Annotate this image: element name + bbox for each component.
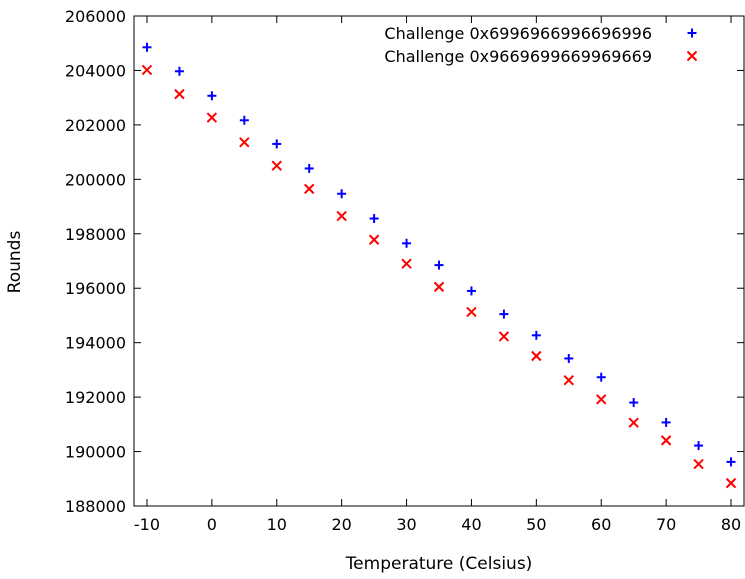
data-point-series-1 [402, 238, 412, 248]
data-points [141, 42, 737, 489]
data-point-series-1 [629, 398, 639, 408]
data-point-series-2 [498, 331, 510, 342]
x-tick-label: 60 [591, 515, 611, 534]
y-tick-label: 188000 [65, 497, 126, 516]
data-point-series-1 [304, 163, 314, 173]
data-point-series-2 [531, 350, 542, 362]
x-tick-label: 10 [267, 515, 287, 534]
data-point-series-1 [564, 353, 574, 363]
data-point-series-1 [369, 214, 379, 224]
data-point-series-2 [628, 417, 639, 428]
x-axis: -10 0 10 20 30 40 50 60 70 80 [134, 16, 741, 534]
y-tick-label: 206000 [65, 7, 126, 26]
y-tick-label: 200000 [65, 170, 126, 189]
data-point-series-1 [207, 91, 217, 101]
data-point-series-2 [693, 458, 704, 470]
data-point-series-1 [596, 372, 606, 382]
plot-frame [133, 15, 745, 507]
legend-marker-series-1 [687, 28, 697, 38]
data-point-series-1 [726, 457, 736, 467]
data-point-series-2 [304, 183, 315, 195]
y-tick-label: 194000 [65, 334, 126, 353]
y-axis-label: Rounds [5, 231, 25, 294]
data-point-series-2 [466, 306, 477, 318]
data-point-series-1 [694, 441, 704, 451]
data-point-series-2 [206, 112, 218, 123]
data-point-series-1 [272, 139, 282, 149]
data-point-series-2 [174, 88, 185, 100]
y-tick-label: 192000 [65, 388, 126, 407]
data-point-series-2 [401, 258, 412, 269]
x-tick-label: 20 [331, 515, 351, 534]
data-point-series-2 [563, 375, 574, 386]
data-point-series-2 [271, 160, 282, 171]
data-point-series-1 [239, 115, 249, 125]
data-point-series-2 [141, 64, 153, 76]
x-tick-label: 70 [656, 515, 676, 534]
y-tick-label: 198000 [65, 225, 126, 244]
plot-border [133, 15, 745, 507]
x-tick-label: 0 [207, 515, 217, 534]
data-point-series-1 [466, 286, 476, 296]
legend: Challenge 0x6996966996696996 Challenge 0… [384, 24, 698, 66]
data-point-series-1 [661, 417, 671, 427]
y-axis: 188000 190000 192000 194000 196000 198000 2000… [65, 7, 744, 516]
data-point-series-2 [433, 281, 445, 293]
data-point-series-2 [725, 477, 737, 489]
data-point-series-2 [336, 210, 347, 222]
y-tick-label: 202000 [65, 116, 126, 135]
x-tick-label: 40 [461, 515, 481, 534]
data-point-series-2 [660, 435, 672, 446]
data-point-series-1 [499, 309, 509, 319]
legend-label-series-2: Challenge 0x9669699669969669 [384, 47, 652, 66]
y-tick-label: 204000 [65, 61, 126, 80]
data-point-series-1 [531, 330, 541, 340]
x-axis-label: Temperature (Celsius) [345, 554, 533, 574]
x-tick-label: 30 [396, 515, 416, 534]
data-point-series-2 [368, 234, 380, 245]
y-tick-label: 190000 [65, 443, 126, 462]
y-tick-label: 196000 [65, 279, 126, 298]
legend-label-series-1: Challenge 0x6996966996696996 [384, 24, 652, 43]
data-point-series-1 [174, 66, 184, 76]
data-point-series-2 [596, 394, 607, 405]
x-tick-label: 50 [526, 515, 546, 534]
data-point-series-1 [142, 42, 152, 52]
x-tick-label: -10 [134, 515, 160, 534]
data-point-series-1 [337, 189, 347, 199]
legend-marker-series-2 [686, 50, 698, 62]
data-point-series-2 [239, 137, 250, 148]
data-point-series-1 [434, 260, 444, 270]
x-tick-label: 80 [721, 515, 741, 534]
